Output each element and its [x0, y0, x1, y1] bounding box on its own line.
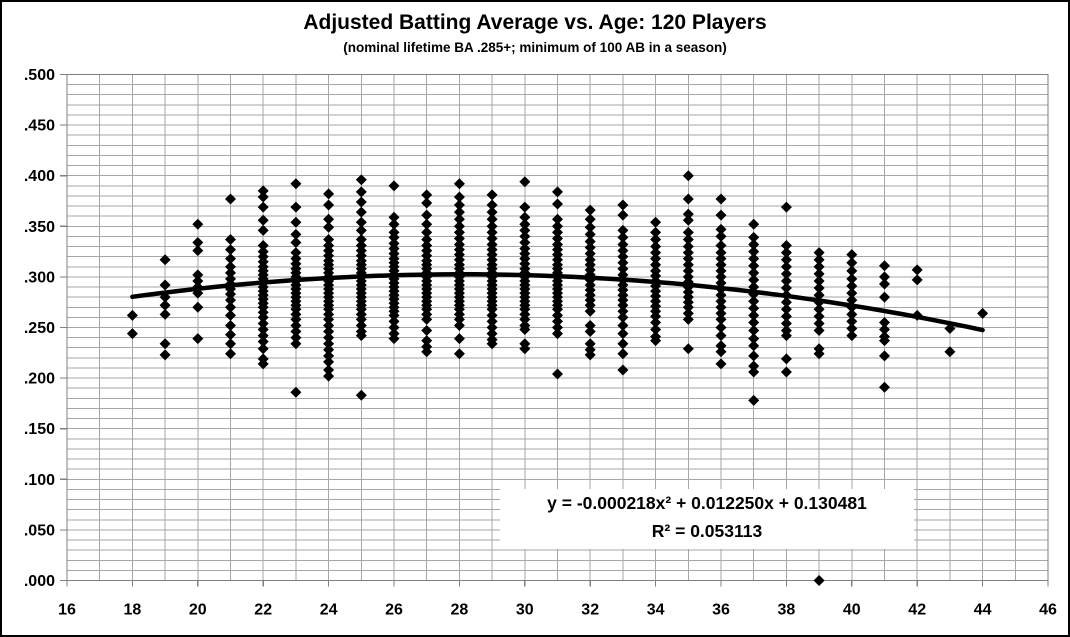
svg-text:22: 22	[254, 602, 272, 619]
svg-text:38: 38	[778, 602, 796, 619]
svg-text:18: 18	[124, 602, 142, 619]
svg-text:30: 30	[516, 602, 534, 619]
svg-text:.250: .250	[24, 320, 55, 337]
svg-text:46: 46	[1039, 602, 1057, 619]
svg-text:44: 44	[974, 602, 992, 619]
svg-text:36: 36	[712, 602, 730, 619]
svg-text:.150: .150	[24, 421, 55, 438]
svg-text:34: 34	[647, 602, 665, 619]
trendline-equation: y = -0.000218x² + 0.012250x + 0.130481	[547, 493, 867, 513]
svg-text:.300: .300	[24, 269, 55, 286]
svg-text:.350: .350	[24, 219, 55, 236]
svg-text:.400: .400	[24, 168, 55, 185]
svg-text:.500: .500	[24, 67, 55, 84]
r-squared-label: R² = 0.053113	[651, 521, 763, 541]
svg-text:16: 16	[58, 602, 76, 619]
svg-text:28: 28	[451, 602, 469, 619]
trendline-equation-box: y = -0.000218x² + 0.012250x + 0.130481 R…	[500, 489, 914, 549]
svg-text:42: 42	[908, 602, 926, 619]
svg-text:.050: .050	[24, 522, 55, 539]
svg-text:.450: .450	[24, 118, 55, 135]
svg-text:.100: .100	[24, 472, 55, 489]
chart-subtitle: (nominal lifetime BA .285+; minimum of 1…	[343, 40, 727, 55]
svg-text:32: 32	[581, 602, 599, 619]
chart-title: Adjusted Batting Average vs. Age: 120 Pl…	[303, 11, 767, 34]
svg-text:20: 20	[189, 602, 207, 619]
svg-text:24: 24	[320, 602, 338, 619]
svg-text:26: 26	[385, 602, 403, 619]
svg-text:.000: .000	[24, 573, 55, 590]
svg-text:.200: .200	[24, 371, 55, 388]
svg-text:40: 40	[843, 602, 861, 619]
